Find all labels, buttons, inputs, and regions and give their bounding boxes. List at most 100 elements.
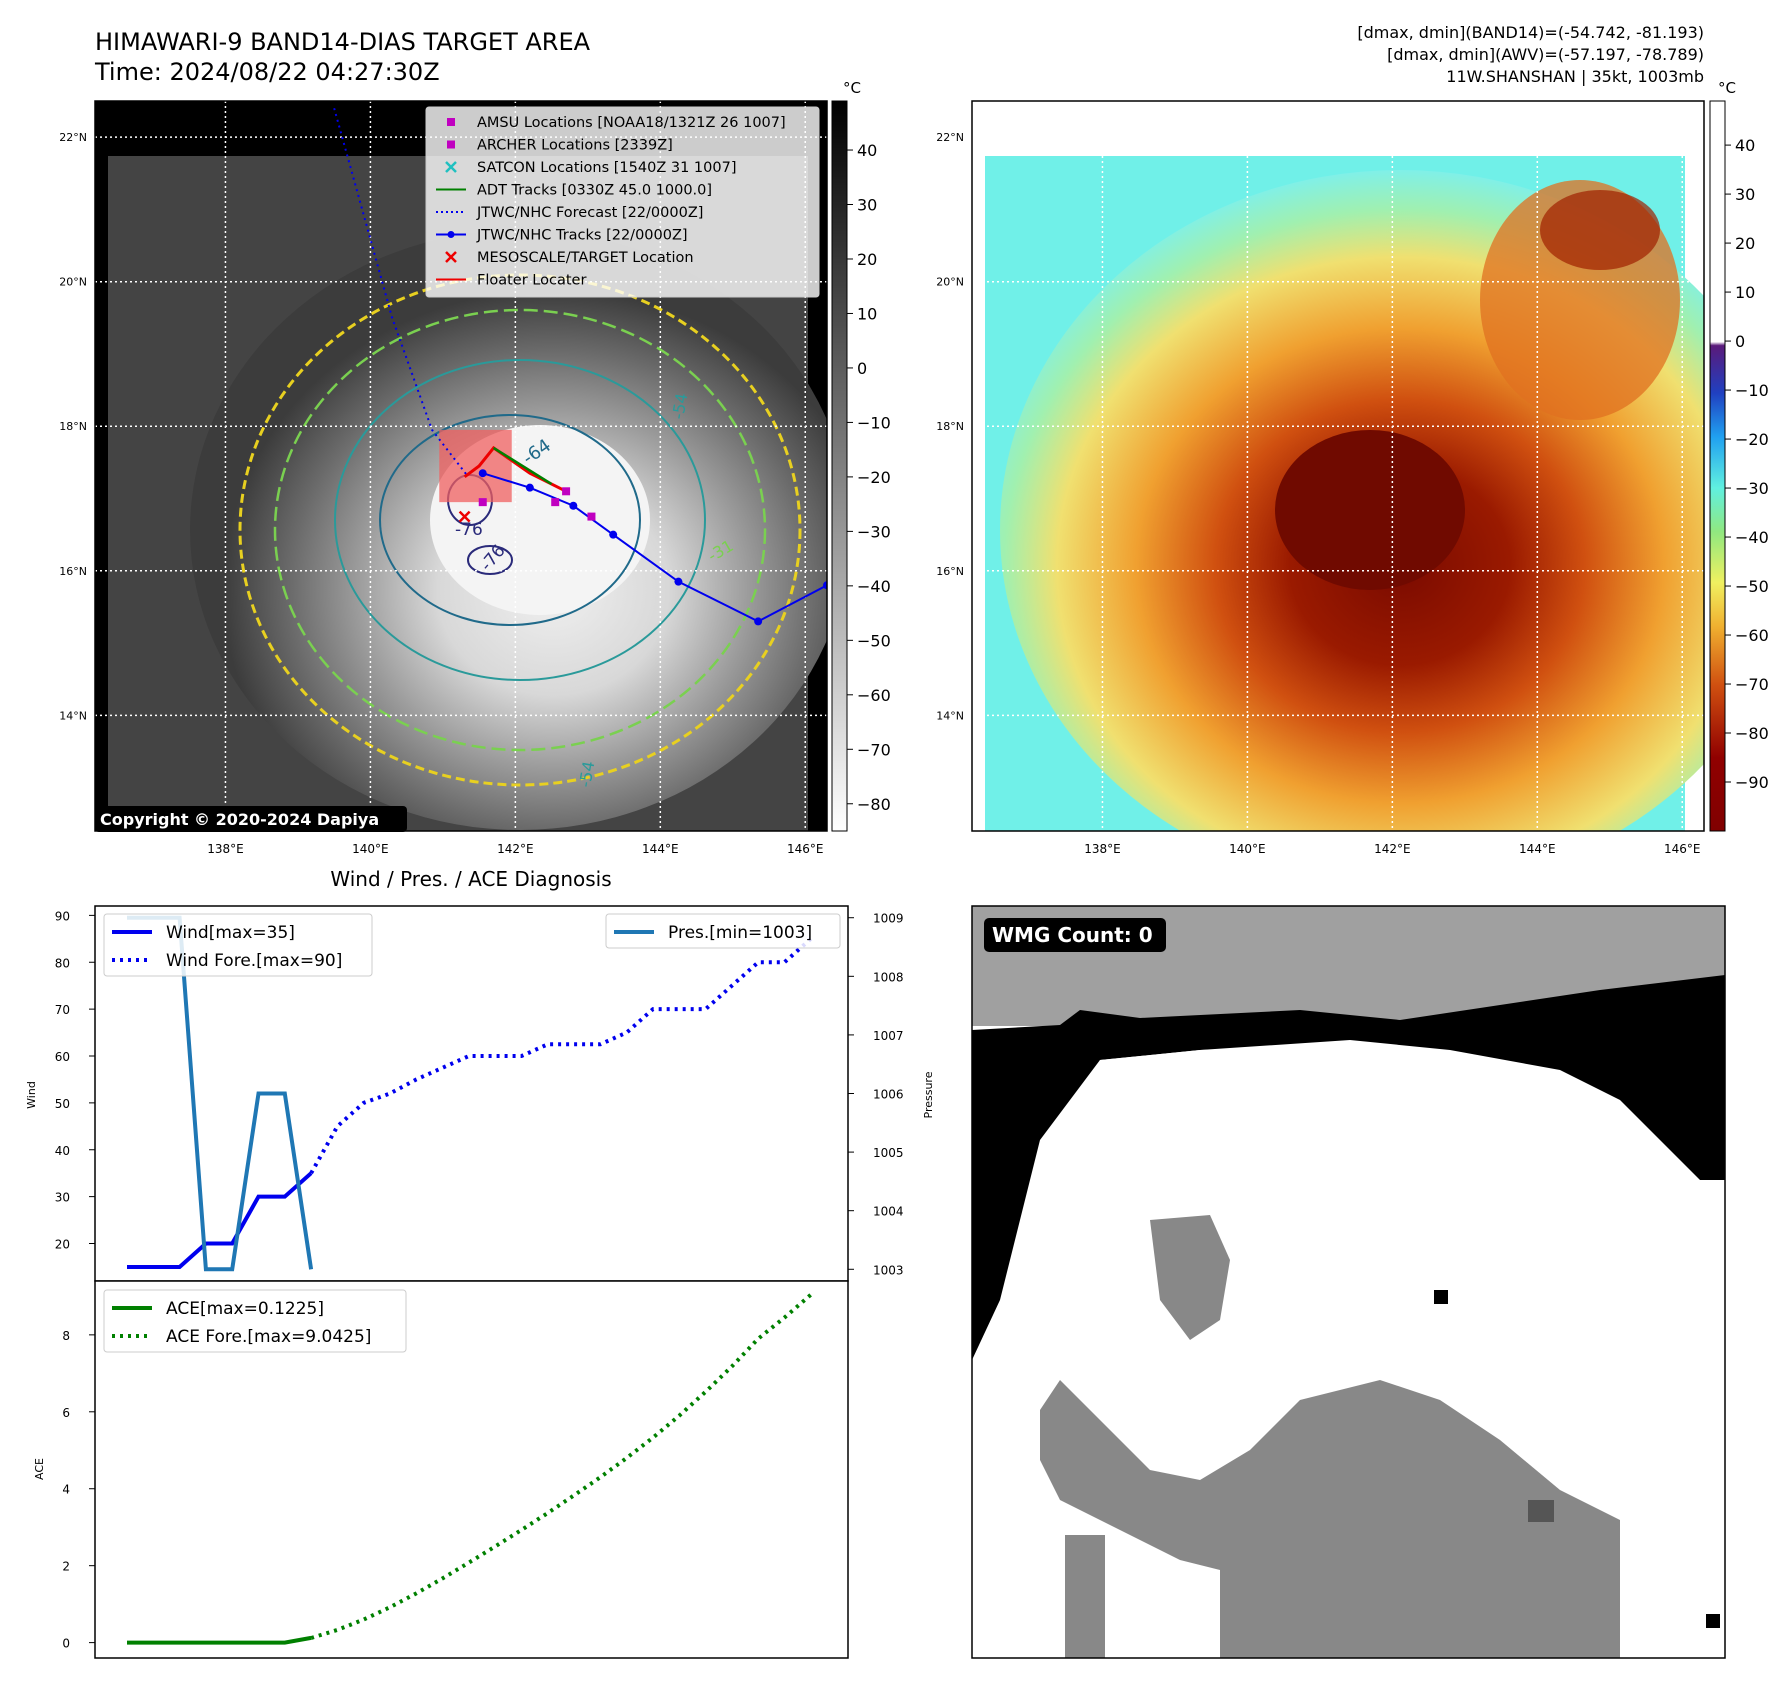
legend-square-marker <box>447 118 455 126</box>
awv-lat-label: 20°N <box>936 276 964 289</box>
jtwc-track-point <box>674 577 683 586</box>
jtwc-forecast-track <box>333 107 470 478</box>
awv-map-frame <box>971 100 1705 832</box>
jtwc-track-point <box>754 617 763 626</box>
jtwc-track-point <box>478 469 487 478</box>
ace-forecast-legend-label: ACE Fore.[max=9.0425] <box>166 1327 371 1347</box>
ir-colorbar-tick-label: −30 <box>857 522 891 541</box>
wind-ytick-label: 20 <box>55 1238 70 1252</box>
ace-ytick-label: 4 <box>62 1483 70 1497</box>
wind-legend-box <box>103 913 373 977</box>
awv-colorbar-tick-label: −40 <box>1735 528 1769 547</box>
ir-lat-label: 14°N <box>59 709 87 722</box>
legend-label: Floater Locater <box>477 273 586 289</box>
ir-colorbar-tick-label: −80 <box>857 795 891 814</box>
wmg-black-cell-2 <box>1706 1614 1720 1628</box>
legend-label: JTWC/NHC Forecast [22/0000Z] <box>476 205 703 221</box>
ir-map-panel: -54 -64 -76 -76 -31 -54 AMSU Locations [… <box>59 100 828 856</box>
awv-colorbar-tick-label: −60 <box>1735 626 1769 645</box>
wind-series-0 <box>127 1171 313 1269</box>
wmg-dark-cell <box>1528 1500 1554 1522</box>
contour-label-6: -54 <box>575 760 598 789</box>
ir-lat-label: 18°N <box>59 420 87 433</box>
awv-lat-label: 18°N <box>936 420 964 433</box>
awv-colorbar-tick-label: 40 <box>1735 136 1755 155</box>
wind-legend: Wind[max=35] Wind Fore.[max=90] <box>103 913 373 977</box>
ir-lat-label: 22°N <box>59 131 87 144</box>
ace-legend: ACE[max=0.1225] ACE Fore.[max=9.0425] <box>103 1289 407 1353</box>
awv-colorbar-tick-label: 30 <box>1735 185 1755 204</box>
wmg-panel: WMG Count: 0 <box>971 905 1726 1659</box>
pressure-legend-box <box>605 913 841 949</box>
wmg-count-badge <box>984 918 1166 952</box>
ir-map-frame <box>94 100 828 832</box>
pressure-ytick-label: 1004 <box>873 1205 904 1219</box>
wmg-frame <box>971 905 1726 1659</box>
target-location-marker <box>458 510 471 523</box>
ace-ytick-label: 0 <box>62 1637 70 1651</box>
legend-label: MESOSCALE/TARGET Location <box>477 250 694 266</box>
ace-series-1 <box>310 1293 813 1640</box>
awv-north-cell <box>1540 190 1660 270</box>
ir-colorbar-tick-label: 30 <box>857 196 877 215</box>
legend-label: JTWC/NHC Tracks [22/0000Z] <box>476 228 688 244</box>
ir-lon-label: 146°E <box>787 842 824 856</box>
info-line2: [dmax, dmin](AWV)=(-57.197, -78.789) <box>1387 45 1704 64</box>
ace-series-0 <box>127 1635 312 1645</box>
wind-ytick-label: 80 <box>55 956 70 970</box>
awv-colorbar: °C 40 30 20 10 0 −10 −20 −30 −40 −50 −60 −70 −80 −90 <box>1709 79 1769 832</box>
wind-forecast-legend-label: Wind Fore.[max=90] <box>166 951 342 971</box>
pressure-legend: Pres.[min=1003] <box>605 913 841 949</box>
wind-axis-label: Wind <box>25 1081 38 1109</box>
ir-colorbar-tick-label: −60 <box>857 686 891 705</box>
ir-colorbar-tick-label: 20 <box>857 250 877 269</box>
amsu-location-marker <box>562 487 571 496</box>
ace-axis-label: ACE <box>33 1458 46 1480</box>
pressure-legend-label: Pres.[min=1003] <box>668 923 812 943</box>
pressure-ytick-label: 1007 <box>873 1029 904 1043</box>
ir-lon-label: 140°E <box>352 842 389 856</box>
ir-colorbar-tick-label: 10 <box>857 304 877 323</box>
jtwc-track-point <box>609 530 618 539</box>
ir-lon-label: 144°E <box>642 842 679 856</box>
awv-lon-label: 142°E <box>1374 842 1411 856</box>
awv-colorbar-tick-label: −10 <box>1735 381 1769 400</box>
pressure-ytick-label: 1008 <box>873 970 904 984</box>
awv-colorbar-tick-label: 10 <box>1735 283 1755 302</box>
ace-panel: ACE 0 2 4 6 8 ACE[max=0.1225] ACE Fore.[max=… <box>33 1280 849 1659</box>
ir-lon-label: 138°E <box>207 842 244 856</box>
contour-teal <box>334 359 706 681</box>
figure-title-line2: Time: 2024/08/22 04:27:30Z <box>94 58 440 86</box>
ir-colorbar-tick-label: −40 <box>857 577 891 596</box>
awv-core <box>1275 430 1465 590</box>
ir-colorbar-tick-label: −70 <box>857 740 891 759</box>
amsu-location-marker <box>587 512 596 521</box>
copyright-badge <box>95 806 407 832</box>
awv-map-panel: 22°N 20°N 18°N 16°N 14°N 138°E 140°E 142°E 144°E… <box>936 100 1705 856</box>
ir-colorbar-tick-label: −20 <box>857 468 891 487</box>
legend-label: ADT Tracks [0330Z 45.0 1000.0] <box>477 183 712 199</box>
ir-axis-labels: 22°N 20°N 18°N 16°N 14°N 138°E 140°E 142°E 144°E… <box>59 131 823 856</box>
info-line3: 11W.SHANSHAN | 35kt, 1003mb <box>1446 67 1704 86</box>
ace-legend-box <box>103 1289 407 1353</box>
awv-colorbar-tick-label: −50 <box>1735 577 1769 596</box>
awv-colorbar-tick-label: −90 <box>1735 773 1769 792</box>
wind-pressure-panel: Wind / Pres. / ACE Diagnosis Wind Pressu… <box>25 867 935 1282</box>
wind-ytick-label: 70 <box>55 1003 70 1017</box>
ir-colorbar-tick-label: 40 <box>857 141 877 160</box>
ir-track-layer <box>333 107 827 626</box>
ir-colorbar: °C 40 30 20 10 0 −10 −20 −30 −40 −50 −60 −70 −80 <box>831 79 891 832</box>
wind-ytick-label: 90 <box>55 909 70 923</box>
legend-label: SATCON Locations [1540Z 31 1007] <box>477 160 736 176</box>
wmg-gray-patch <box>1150 1215 1230 1340</box>
wmg-count-text: WMG Count: 0 <box>992 923 1153 947</box>
ir-lat-label: 20°N <box>59 276 87 289</box>
awv-colorbar-tick-label: −30 <box>1735 479 1769 498</box>
ace-legend-label: ACE[max=0.1225] <box>166 1299 324 1319</box>
wind-ytick-label: 30 <box>55 1191 70 1205</box>
wind-ytick-label: 40 <box>55 1144 70 1158</box>
awv-colorbar-tick-label: −70 <box>1735 675 1769 694</box>
awv-colorbar-tick-label: −80 <box>1735 724 1769 743</box>
wind-legend-label: Wind[max=35] <box>166 923 295 943</box>
ace-ytick-label: 2 <box>62 1560 70 1574</box>
